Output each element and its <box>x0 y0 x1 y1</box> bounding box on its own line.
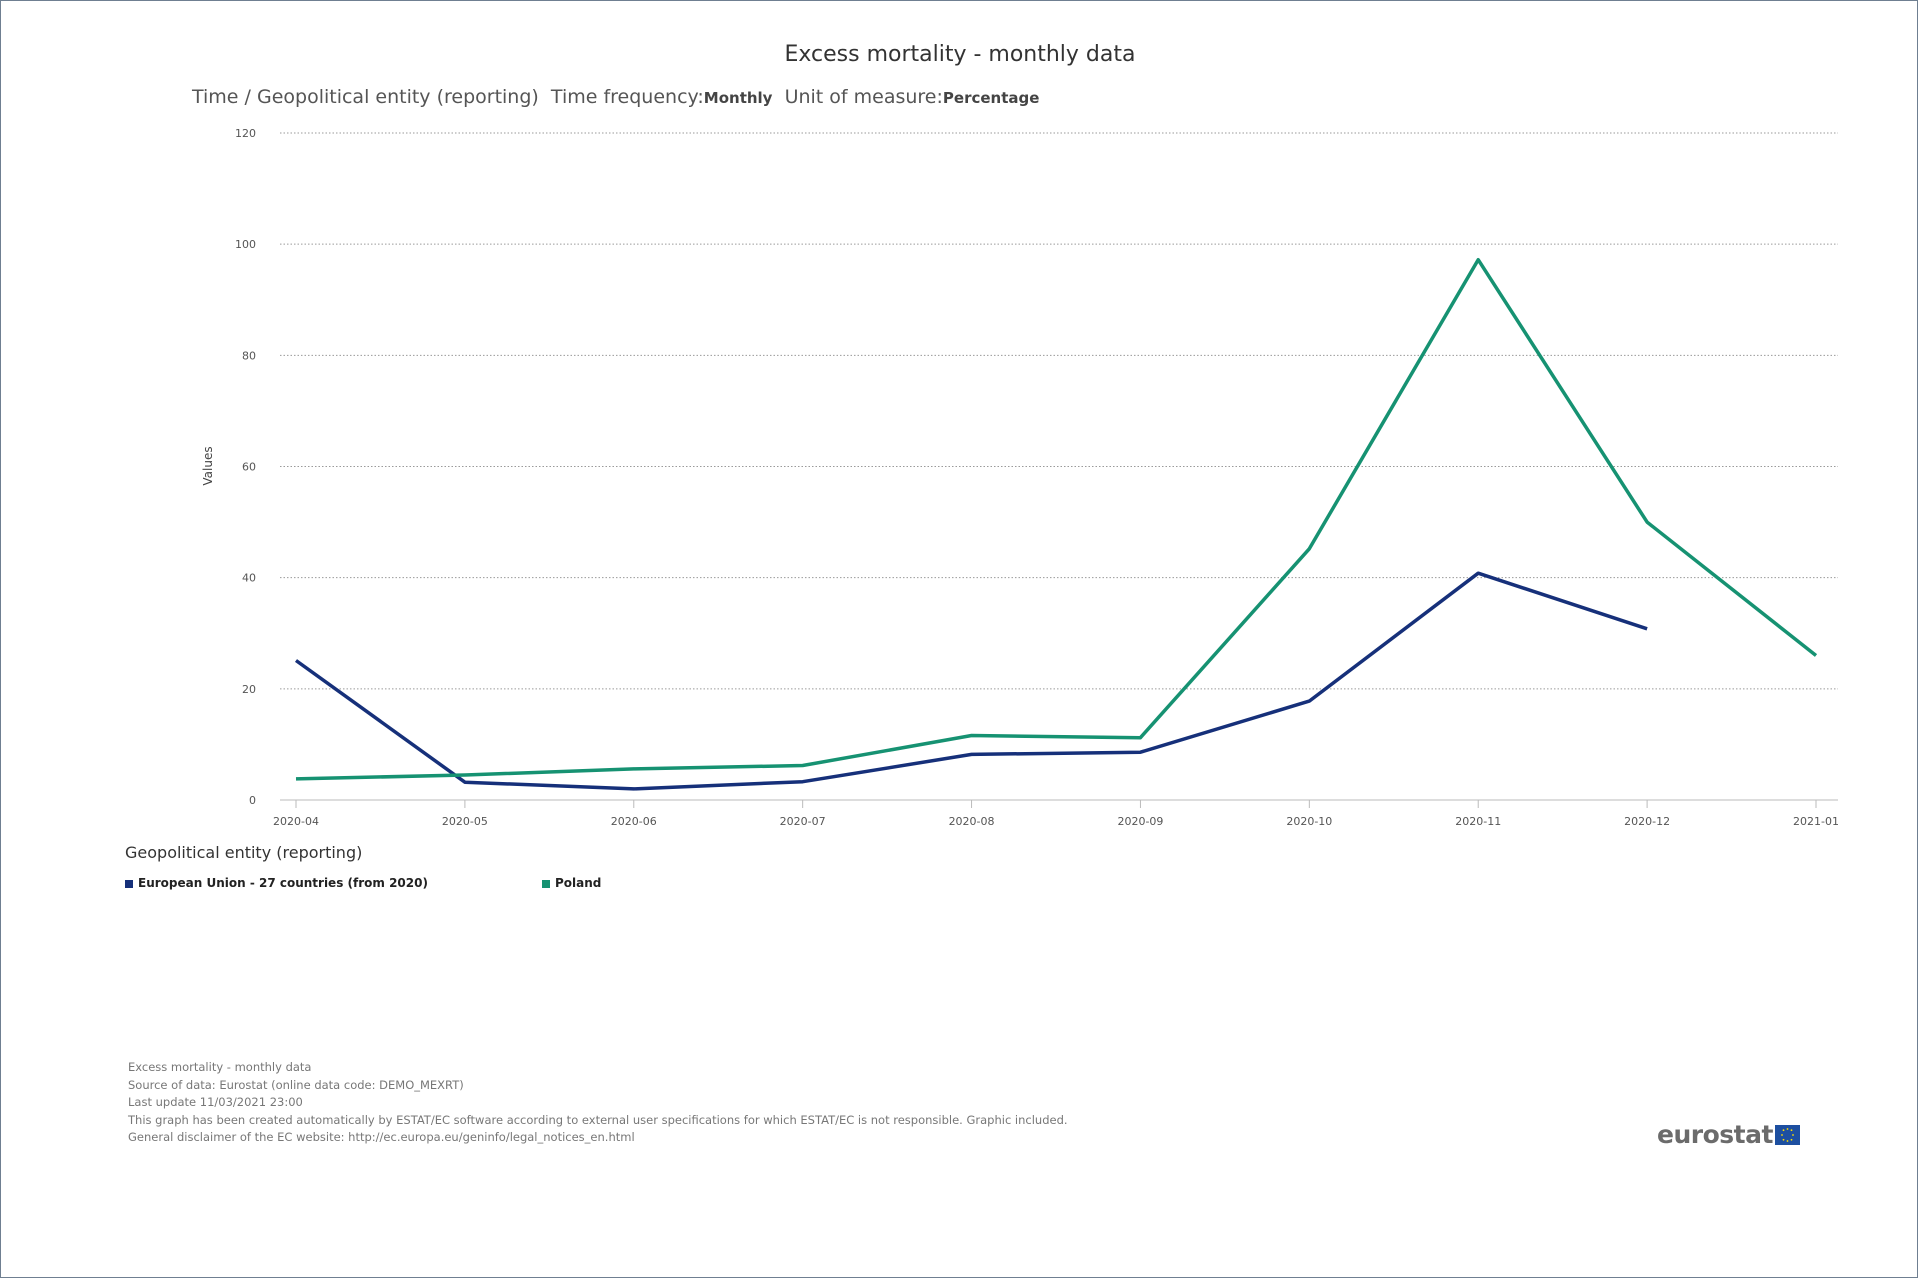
eu-flag-icon <box>1774 1124 1800 1145</box>
footer-title: Excess mortality - monthly data <box>128 1060 312 1074</box>
subtitle-time-label: Time / Geopolitical entity (reporting) <box>192 86 539 108</box>
y-tick-label: 80 <box>242 349 256 362</box>
x-axis: 2020-04 2020-05 2020-06 2020-07 2020-08 2020-… <box>273 799 1839 828</box>
legend-swatch-poland <box>542 879 550 888</box>
x-tick-label: 2020-05 <box>442 815 488 828</box>
grid-lines <box>280 132 1838 690</box>
legend-label-eu: European Union - 27 countries (from 2020… <box>138 876 428 890</box>
legend-swatch-eu <box>125 879 133 888</box>
series-line-eu[interactable] <box>294 571 1648 791</box>
series-lines <box>294 257 1818 791</box>
x-tick-label: 2020-04 <box>273 815 319 828</box>
x-tick-label: 2020-07 <box>780 815 826 828</box>
legend-label-poland: Poland <box>555 876 602 890</box>
subtitle-unit-value: Percentage <box>942 89 1040 107</box>
eurostat-logo: eurostat <box>1657 1120 1800 1149</box>
subtitle-unit-label: Unit of measure: <box>784 86 943 108</box>
chart-footer: Excess mortality - monthly data Source o… <box>128 1059 1068 1147</box>
x-tick-label: 2020-12 <box>1624 815 1670 828</box>
x-tick-label: 2020-08 <box>949 815 995 828</box>
subtitle-freq-label: Time frequency: <box>550 86 704 108</box>
chart-subtitle: Time / Geopolitical entity (reporting) T… <box>192 86 1039 108</box>
y-axis-ticks: 0 20 40 60 80 100 120 <box>235 127 256 807</box>
x-tick-label: 2020-06 <box>611 815 657 828</box>
footer-disclaimer[interactable]: General disclaimer of the EC website: ht… <box>128 1130 635 1144</box>
x-tick-label: 2020-09 <box>1117 815 1163 828</box>
y-axis-label: Values <box>201 446 215 485</box>
logo-text: eurostat <box>1657 1120 1773 1149</box>
y-tick-label: 100 <box>235 238 256 251</box>
y-tick-label: 0 <box>249 794 256 807</box>
x-tick-label: 2020-11 <box>1455 815 1501 828</box>
y-tick-label: 20 <box>242 683 256 696</box>
x-tick-label: 2021-01 <box>1793 815 1839 828</box>
y-tick-label: 120 <box>235 127 256 140</box>
x-tick-label: 2020-10 <box>1286 815 1332 828</box>
footer-update: Last update 11/03/2021 23:00 <box>128 1095 303 1109</box>
footer-source: Source of data: Eurostat (online data co… <box>128 1077 464 1092</box>
series-line-poland[interactable] <box>295 257 1818 781</box>
subtitle-freq-value: Monthly <box>703 89 773 107</box>
footer-note: This graph has been created automaticall… <box>128 1112 1068 1127</box>
legend-item-eu[interactable]: European Union - 27 countries (from 2020… <box>125 876 428 890</box>
y-tick-label: 60 <box>242 461 256 474</box>
chart-title: Excess mortality - monthly data <box>784 42 1136 67</box>
legend-item-poland[interactable]: Poland <box>542 876 601 890</box>
legend-title: Geopolitical entity (reporting) <box>125 843 363 862</box>
y-tick-label: 40 <box>242 572 256 585</box>
